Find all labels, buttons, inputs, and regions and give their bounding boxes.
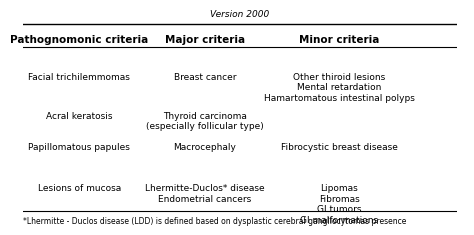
Text: Facial trichilemmomas: Facial trichilemmomas: [28, 73, 130, 82]
Text: Lesions of mucosa: Lesions of mucosa: [37, 184, 121, 193]
Text: Fibrocystic breast disease: Fibrocystic breast disease: [281, 143, 398, 153]
Text: Acral keratosis: Acral keratosis: [46, 112, 112, 121]
Text: Breast cancer: Breast cancer: [173, 73, 236, 82]
Text: *Lhermitte - Duclos disease (LDD) is defined based on dysplastic cerebral gangli: *Lhermitte - Duclos disease (LDD) is def…: [23, 217, 406, 226]
Text: Minor criteria: Minor criteria: [299, 35, 380, 46]
Text: Major criteria: Major criteria: [165, 35, 245, 46]
Text: Macrocephaly: Macrocephaly: [173, 143, 237, 153]
Text: Pathognomonic criteria: Pathognomonic criteria: [10, 35, 148, 46]
Text: Lipomas
Fibromas
GI tumors
GI malformations: Lipomas Fibromas GI tumors GI malformati…: [301, 184, 379, 225]
Text: Version 2000: Version 2000: [210, 11, 269, 20]
Text: Thyroid carcinoma
(especially follicular type): Thyroid carcinoma (especially follicular…: [146, 112, 264, 131]
Text: Other thiroid lesions
Mental retardation
Hamartomatous intestinal polyps: Other thiroid lesions Mental retardation…: [264, 73, 415, 103]
Text: Papillomatous papules: Papillomatous papules: [28, 143, 130, 153]
Text: Lhermitte-Duclos* disease
Endometrial cancers: Lhermitte-Duclos* disease Endometrial ca…: [145, 184, 265, 204]
